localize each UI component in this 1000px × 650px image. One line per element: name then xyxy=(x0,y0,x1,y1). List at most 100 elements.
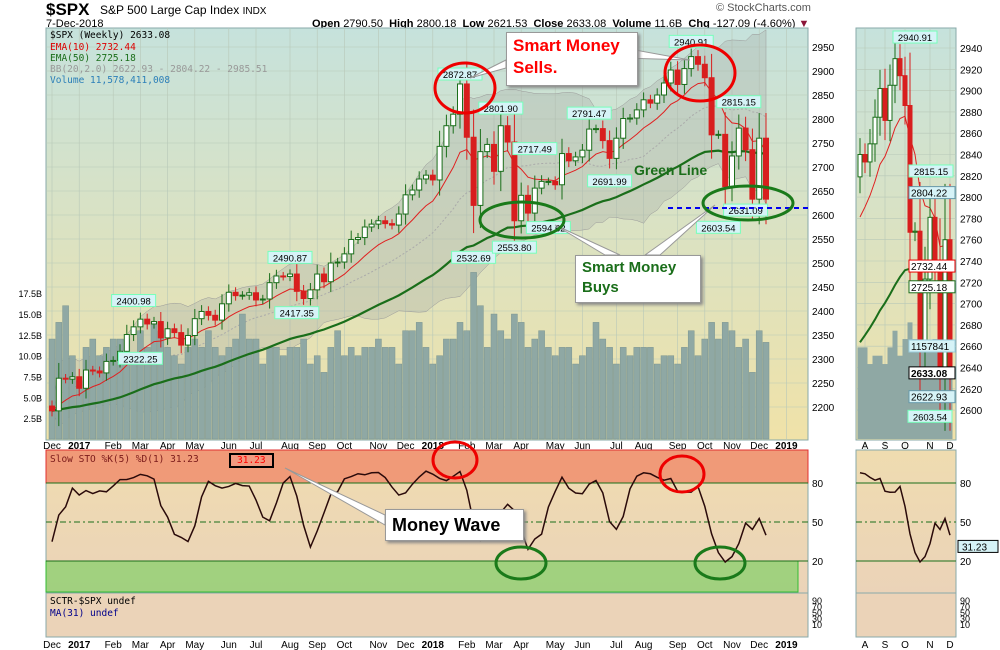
volume-bar xyxy=(381,347,389,440)
candle-body xyxy=(633,109,640,119)
inset-x-tick: A xyxy=(862,640,869,650)
x-tick-label: 2018 xyxy=(422,441,445,452)
price-tick-label: 2950 xyxy=(812,43,835,54)
sctr-panel xyxy=(45,592,809,638)
inset-volume-bar xyxy=(857,347,863,439)
inset-candle-body xyxy=(867,143,873,163)
volume-bar xyxy=(116,338,124,440)
high-value: 2800.18 xyxy=(416,18,457,30)
volume-bar xyxy=(211,347,219,440)
price-annotation: 2872.87 xyxy=(443,70,477,81)
volume-bar xyxy=(443,338,450,440)
price-annotation: 2594.62 xyxy=(531,224,565,235)
volume-bar xyxy=(538,330,545,440)
inset-price-annotation-bg xyxy=(907,409,953,423)
x-tick-label: Jul xyxy=(610,441,623,452)
candle-body xyxy=(457,83,463,115)
volume-bar xyxy=(164,347,171,440)
x-tick-label: Dec xyxy=(43,640,61,650)
x-tick-label: Jun xyxy=(221,640,237,650)
inset-price-tick: 2880 xyxy=(960,108,983,119)
x-tick-label: Feb xyxy=(105,640,123,650)
inset-volume-bar xyxy=(862,347,868,439)
candle-body xyxy=(232,291,239,297)
inset-sctr-tick: 10 xyxy=(960,620,970,630)
candle-body xyxy=(572,156,579,162)
volume-bar xyxy=(701,338,709,440)
volume-bar xyxy=(579,355,586,440)
volume-bar xyxy=(89,338,97,440)
x-tick-label: Nov xyxy=(370,441,388,452)
volume-tick-label: 15.0B xyxy=(18,310,42,320)
x-tick-label: Jun xyxy=(221,441,237,452)
candle-body xyxy=(504,125,511,143)
legend-ema10: EMA(10) 2732.44 xyxy=(50,42,136,53)
volume-bar xyxy=(456,322,464,440)
volume-bar xyxy=(375,338,382,440)
volume-bar xyxy=(279,355,287,440)
ema10-line xyxy=(51,81,767,412)
price-annotation-bg xyxy=(716,95,762,109)
volume-bar xyxy=(205,330,212,440)
right-axis-tag-bg xyxy=(908,186,956,200)
sctr-tick-label: 50 xyxy=(812,608,822,618)
price-annotation: 2801.90 xyxy=(484,104,518,115)
volume-tick-label: 5.0B xyxy=(23,393,42,403)
candle-body xyxy=(327,262,334,283)
candle-body xyxy=(586,128,593,151)
sto-line xyxy=(51,470,767,564)
volume-bar xyxy=(415,322,423,440)
x-tick-label: Jul xyxy=(250,441,263,452)
volume-bar xyxy=(558,347,566,440)
right-axis-tag: 2633.08 xyxy=(911,369,948,380)
candle-body xyxy=(722,133,729,188)
volume-bar xyxy=(511,313,518,440)
candle-body xyxy=(688,56,695,70)
sto-tag: 31.23 xyxy=(962,542,987,553)
volume-bar xyxy=(245,338,253,440)
candle-body xyxy=(225,291,232,305)
candle-body xyxy=(565,153,572,162)
inset-candle-body xyxy=(877,87,883,118)
volume-bar xyxy=(585,347,593,440)
volume-bar xyxy=(633,347,641,440)
inset-price-tick: 2620 xyxy=(960,385,983,396)
candle-body xyxy=(667,69,674,84)
candle-body xyxy=(314,273,321,291)
x-tick-label: 2018 xyxy=(422,640,445,650)
legend-sctr: SCTR-$SPX undef xyxy=(50,596,136,607)
inset-volume-bar xyxy=(877,355,883,439)
inset-candle-body xyxy=(897,58,903,77)
volume-bar xyxy=(327,347,335,440)
x-tick-label: Aug xyxy=(281,441,299,452)
candle-body xyxy=(246,292,253,296)
candle-body xyxy=(144,318,151,325)
candle-body xyxy=(355,237,361,240)
close-label: Close xyxy=(533,18,564,30)
candle-body xyxy=(49,405,55,412)
volume-tick-label: 2.5B xyxy=(23,414,42,424)
legend-price: $SPX (Weekly) 2633.08 xyxy=(50,30,171,41)
x-tick-label: Apr xyxy=(160,640,176,650)
volume-bar xyxy=(545,347,552,440)
x-tick-label: Sep xyxy=(308,441,326,452)
inset-candle-body xyxy=(892,58,898,86)
price-annotation: 2553.80 xyxy=(497,243,531,254)
volume-bar xyxy=(463,330,471,440)
x-tick-label: Apr xyxy=(513,640,529,650)
x-tick-label: 2017 xyxy=(68,441,91,452)
volume-bar xyxy=(647,347,654,440)
candle-body xyxy=(293,273,300,292)
inset-price-annotation-bg xyxy=(892,30,938,44)
volume-bar xyxy=(735,347,743,440)
volume-bar xyxy=(320,372,328,440)
price-annotation: 2631.09 xyxy=(728,206,762,217)
sto-tick-label: 50 xyxy=(812,518,824,529)
price-annotation-bg xyxy=(451,250,497,264)
volume-bar xyxy=(742,338,749,440)
inset-price-tick: 2780 xyxy=(960,214,983,225)
price-annotation: 2815.15 xyxy=(722,98,756,109)
price-tick-label: 2250 xyxy=(812,379,835,390)
x-tick-label: Apr xyxy=(513,441,529,452)
